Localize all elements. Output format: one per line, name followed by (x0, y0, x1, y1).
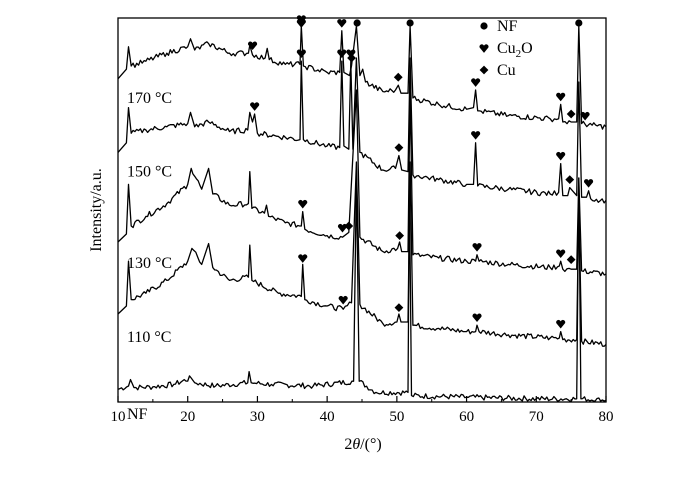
top-marker-circle-icon (406, 19, 414, 27)
peak-marker-heart-icon (472, 243, 482, 252)
legend: NF Cu2O Cu (479, 18, 533, 79)
series-labels: NF 110 °C 130 °C 150 °C 170 °C (127, 90, 172, 423)
top-marker-circle-icon (353, 19, 361, 27)
x-tick-label: 70 (529, 409, 544, 425)
x-tick-label: 20 (180, 409, 195, 425)
y-axis-label: Intensity/a.u. (88, 168, 105, 252)
x-tick-label: 40 (320, 409, 335, 425)
peak-marker-heart-icon (471, 131, 481, 140)
peak-marker-heart-icon (337, 19, 347, 28)
peak-marker-heart-icon (346, 49, 356, 59)
x-axis-label: 2θ/(°) (344, 436, 381, 453)
peak-marker-heart-icon (472, 313, 482, 323)
peak-marker-heart-icon (556, 151, 566, 161)
peak-marker-heart-icon (338, 295, 348, 305)
peak-marker-heart-icon (337, 49, 347, 59)
peak-marker-heart-icon (584, 179, 594, 188)
peak-marker-diamond-icon (395, 231, 405, 240)
top-marker-circle-icon (575, 19, 583, 27)
peak-markers (247, 15, 594, 329)
legend-heart-icon (479, 44, 489, 53)
peak-marker-diamond-icon (347, 53, 356, 63)
x-tick-label: 60 (459, 409, 474, 425)
peak-marker-diamond-icon (344, 221, 354, 231)
series-traces (117, 25, 607, 402)
x-tick-label: 10 (111, 409, 126, 425)
peak-marker-heart-icon (556, 249, 566, 259)
series-trace-0 (117, 177, 607, 402)
x-tick-label: 30 (250, 409, 265, 425)
peak-marker-heart-icon (556, 92, 566, 102)
peak-marker-diamond-icon (394, 143, 404, 152)
peak-marker-heart-icon (298, 199, 308, 209)
peak-marker-heart-icon (556, 319, 566, 329)
peak-marker-diamond-icon (565, 175, 575, 184)
x-axis-ticks: 10 20 30 40 50 60 70 80 (111, 396, 614, 425)
top-marker-heart-icon (296, 19, 306, 28)
peak-marker-diamond-icon (393, 72, 403, 82)
series-label-2: 130 °C (127, 255, 172, 272)
peak-marker-heart-icon (580, 111, 590, 121)
series-trace-3 (117, 57, 607, 204)
series-label-0: NF (127, 406, 148, 423)
series-trace-4 (117, 25, 607, 130)
peak-marker-heart-icon (298, 254, 308, 263)
peak-marker-diamond-icon (566, 255, 576, 264)
x-tick-label: 50 (389, 409, 404, 425)
legend-label: Cu2O (497, 40, 533, 60)
peak-marker-diamond-icon (566, 109, 576, 119)
legend-diamond-icon (479, 65, 489, 75)
series-label-1: 110 °C (127, 329, 171, 346)
legend-label: Cu (497, 62, 516, 79)
series-label-4: 170 °C (127, 90, 172, 107)
peak-marker-heart-icon (250, 102, 260, 111)
peak-marker-heart-icon (471, 78, 481, 87)
series-trace-2 (117, 89, 607, 277)
peak-marker-diamond-icon (394, 303, 404, 312)
plot-frame (117, 17, 607, 403)
peak-marker-heart-icon (296, 49, 306, 59)
legend-circle-icon (480, 22, 488, 30)
series-trace-1 (117, 161, 607, 347)
legend-label: NF (497, 18, 518, 35)
peak-marker-heart-icon (247, 41, 258, 51)
x-tick-label: 80 (599, 409, 614, 425)
series-label-3: 150 °C (127, 163, 172, 180)
